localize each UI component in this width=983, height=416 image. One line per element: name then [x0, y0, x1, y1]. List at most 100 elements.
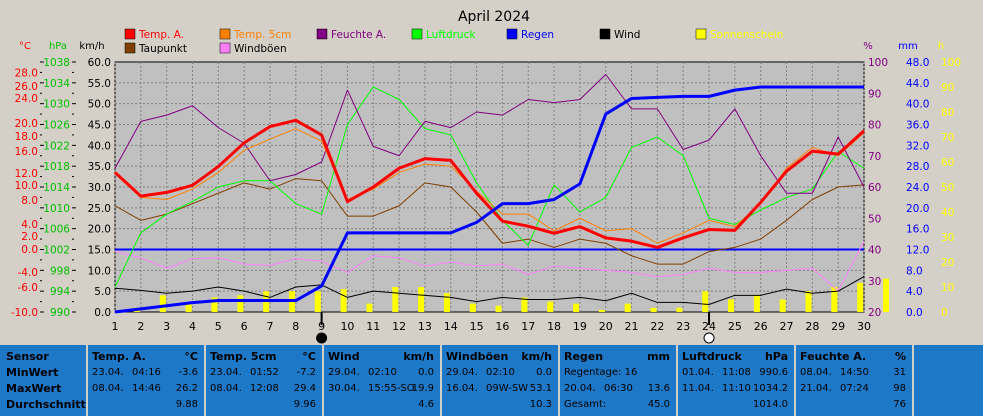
stat-value: 0.0 — [418, 367, 434, 378]
row-label: Sensor — [6, 350, 49, 363]
column-separator — [676, 345, 678, 416]
stat-row: 10.3 — [446, 399, 552, 412]
legend-swatch — [124, 28, 136, 40]
new-moon-icon — [316, 332, 328, 344]
column-title: Temp. A. — [92, 350, 146, 363]
temp_c-tick-label: 0.0 — [21, 244, 38, 256]
stat-row: 21.04. 07:24 98 — [800, 383, 906, 396]
column-separator — [322, 345, 324, 416]
temp_c-axis-label: °C — [19, 41, 31, 52]
column-title: Feuchte A. — [800, 350, 867, 363]
legend-swatch — [411, 28, 423, 40]
hours-tick-label: 50 — [941, 182, 954, 194]
row-labels: Sensor MinWert MaxWert Durchschnitt — [0, 345, 86, 416]
stat-value: 76 — [893, 399, 906, 410]
weather-chart: April 2024 Temp. A. Temp. 5cm Feuchte A. Lu… — [11, 9, 961, 344]
legend-label: Luftdruck — [426, 29, 476, 41]
stat-time: 09W-SW — [486, 383, 529, 394]
mm-tick-label: 0.0 — [906, 307, 923, 319]
hours-axis-label: h — [938, 41, 944, 52]
stat-row: 23.04. 01:52 -7.2 — [210, 367, 316, 380]
stat-column: Wind km/h 29.04. 02:10 0.0 30.04. 15:55-SO 19.9… — [324, 345, 440, 416]
temp_c-tick-label: 28.0 — [15, 68, 38, 80]
stat-row: 23.04. 04:16 -3.6 — [92, 367, 198, 380]
statistics-table: Sensor MinWert MaxWert Durchschnitt Temp. A.… — [0, 345, 983, 416]
sunshine-bar — [159, 295, 166, 312]
x-tick-label: 10 — [340, 320, 354, 333]
percent-tick-label: 80 — [868, 120, 881, 132]
grid — [114, 62, 865, 312]
stat-row: 08.04. 14:50 31 — [800, 367, 906, 380]
stat-row: 29.04. 02:10 0.0 — [446, 367, 552, 380]
x-tick-label: 1 — [112, 320, 119, 333]
mm-tick-label: 48.0 — [906, 57, 929, 69]
stat-column: Temp. 5cm °C 23.04. 01:52 -7.2 08.04. 12:08 29.… — [206, 345, 322, 416]
sunshine-bar — [547, 301, 554, 312]
sunshine-bar — [521, 297, 528, 312]
stat-date: 30.04. — [328, 383, 360, 394]
kmh-tick-label: 25.0 — [88, 203, 111, 215]
row-label: MinWert — [6, 366, 59, 379]
kmh-tick-label: 35.0 — [88, 161, 111, 173]
sunshine-bar — [779, 299, 786, 312]
hpa-tick-label: 994 — [50, 286, 70, 298]
column-unit: °C — [302, 350, 316, 363]
stat-date: Regentage: 16 — [564, 367, 638, 378]
kmh-tick-label: 40.0 — [88, 140, 111, 152]
stat-time: 12:08 — [250, 383, 279, 394]
x-tick-label: 3 — [163, 320, 170, 333]
column-separator — [558, 345, 560, 416]
stat-value: 19.9 — [411, 383, 434, 394]
kmh-tick-label: 60.0 — [88, 57, 111, 69]
stat-value: 29.4 — [293, 383, 316, 394]
stat-value: 98 — [893, 383, 906, 394]
percent-tick-label: 20 — [868, 307, 881, 319]
stat-date: 23.04. — [92, 367, 124, 378]
legend-label: Regen — [521, 29, 554, 41]
stat-row: 4.6 — [328, 399, 434, 412]
stat-row: 29.04. 02:10 0.0 — [328, 367, 434, 380]
hours-tick-label: 0 — [941, 307, 948, 319]
stat-row: 20.04. 06:30 13.6 — [564, 383, 670, 396]
legend-swatch — [124, 42, 136, 54]
chart-title: April 2024 — [458, 9, 530, 25]
x-tick-label: 9 — [318, 320, 325, 333]
stat-value: 13.6 — [647, 383, 670, 394]
stat-row: 9.96 — [210, 399, 316, 412]
sunshine-bar — [340, 289, 347, 312]
x-tick-label: 8 — [292, 320, 299, 333]
legend-label: Feuchte A. — [331, 29, 386, 41]
sunshine-bar — [573, 303, 580, 312]
column-separator — [86, 345, 88, 416]
hpa-tick-label: 1030 — [43, 99, 70, 111]
percent-tick-label: 100 — [868, 57, 888, 69]
stat-date: 29.04. — [328, 367, 360, 378]
stat-value: 53.1 — [529, 383, 552, 394]
mm-tick-label: 20.0 — [906, 203, 929, 215]
stat-column: Feuchte A.% 08.04. 14:50 31 21.04. 07:24 98 76 — [796, 345, 912, 416]
stat-column: Windböen km/h 29.04. 02:10 0.0 16.04. 09W-SW 53… — [442, 345, 558, 416]
stat-value: -3.6 — [178, 367, 198, 378]
series-line-taupunkt — [114, 178, 865, 265]
percent-tick-label: 50 — [868, 213, 881, 225]
temp_c-tick-label: 18.0 — [15, 131, 38, 143]
sunshine-bar — [676, 307, 683, 312]
stat-row: Regentage: 16 — [564, 367, 670, 380]
series-line-wind — [114, 276, 865, 305]
stat-time: 04:16 — [132, 367, 161, 378]
kmh-tick-label: 20.0 — [88, 224, 111, 236]
x-tick-label: 12 — [392, 320, 406, 333]
x-tick-label: 5 — [215, 320, 222, 333]
stat-time: 01:52 — [250, 367, 279, 378]
percent-tick-label: 90 — [868, 88, 881, 100]
legend-label: Wind — [614, 29, 640, 41]
column-separator — [912, 345, 914, 416]
kmh-tick-label: 55.0 — [88, 78, 111, 90]
sunshine-bar — [314, 291, 321, 312]
series-line-regen — [114, 85, 864, 314]
stat-value: 31 — [893, 367, 906, 378]
temp_c-tick-label: 8.0 — [21, 195, 38, 207]
stat-date: 23.04. — [210, 367, 242, 378]
sunshine-bar — [418, 287, 425, 312]
stat-row: Gesamt: 45.0 — [564, 399, 670, 412]
